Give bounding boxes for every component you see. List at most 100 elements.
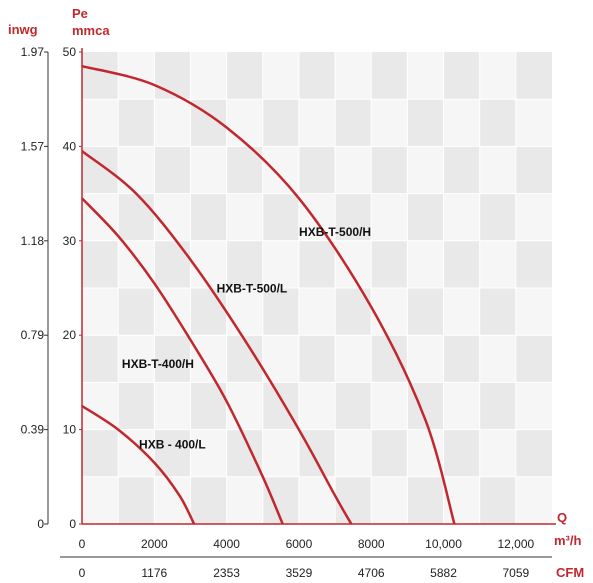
grid-cell <box>190 476 227 524</box>
series-lines <box>81 64 456 525</box>
grid-cell <box>515 335 552 383</box>
grid-cell <box>190 193 227 241</box>
grid-cell <box>298 193 336 241</box>
grid-cell <box>479 99 516 147</box>
grid-cell <box>443 193 480 241</box>
grid-cell <box>371 288 408 336</box>
grid-cell <box>262 99 299 147</box>
series-label-2: HXB-T-400/H <box>122 357 194 371</box>
grid-cell <box>335 429 372 477</box>
grid-cell <box>262 193 299 241</box>
x-tick-label-m3h: 8000 <box>358 537 385 551</box>
grid-cell <box>443 382 480 430</box>
grid-cell <box>515 476 552 524</box>
grid-cell <box>371 335 408 383</box>
grid-cell <box>226 193 263 241</box>
grid-cell <box>154 382 191 430</box>
y-tick-label-mmca: 50 <box>63 45 77 59</box>
grid-cell <box>515 99 552 147</box>
grid-cell <box>82 288 119 336</box>
y-tick-label-inwg: 0 <box>37 517 44 531</box>
series-label-1: HXB-T-500/L <box>217 282 288 296</box>
grid-cell <box>371 193 408 241</box>
y-axis-label-pe: Pe <box>72 6 88 21</box>
grid-cell <box>335 146 372 194</box>
grid-cell <box>118 335 155 383</box>
grid-cell <box>82 52 119 100</box>
grid-cell <box>154 99 191 147</box>
grid-cell <box>443 335 480 383</box>
grid-cell <box>443 429 480 477</box>
grid-cell <box>154 193 191 241</box>
x-tick-label-cfm: 3529 <box>286 566 313 580</box>
grid-cell <box>407 288 444 336</box>
grid-cell <box>154 240 191 288</box>
grid-cell <box>190 335 227 383</box>
grid-cell <box>371 52 408 100</box>
grid-cell <box>335 193 372 241</box>
grid-cell <box>298 335 336 383</box>
grid-cell <box>515 146 552 194</box>
grid-cell <box>262 288 299 336</box>
grid-cell <box>262 52 299 100</box>
y-axis-label-inwg: inwg <box>8 22 38 37</box>
grid-cell <box>443 146 480 194</box>
grid-cell <box>226 240 263 288</box>
grid-cell <box>407 52 444 100</box>
grid-cell <box>515 52 552 100</box>
grid-cell <box>298 146 336 194</box>
grid-cell <box>407 146 444 194</box>
grid-cell <box>118 429 155 477</box>
grid-cell <box>226 99 263 147</box>
grid-cell <box>298 52 336 100</box>
y-tick-label-mmca: 30 <box>63 234 77 248</box>
series-label-0: HXB-T-500/H <box>299 225 371 239</box>
grid-cell <box>118 146 155 194</box>
y-tick-label-inwg: 1.18 <box>21 234 45 248</box>
grid-cell <box>298 429 336 477</box>
grid-cell <box>515 382 552 430</box>
grid-cell <box>479 429 516 477</box>
grid-cell <box>190 146 227 194</box>
grid-cell <box>262 240 299 288</box>
x-axis-unit-cfm: CFM <box>556 565 584 580</box>
y-tick-label-inwg: 0.79 <box>21 328 45 342</box>
y-tick-label-inwg: 0.39 <box>21 423 45 437</box>
grid-cell <box>190 52 227 100</box>
grid-cell <box>298 99 336 147</box>
grid-cell <box>443 52 480 100</box>
grid-cell <box>479 52 516 100</box>
grid-cell <box>335 382 372 430</box>
grid-cell <box>226 382 263 430</box>
grid-cell <box>407 99 444 147</box>
x-axis-label-q: Q <box>557 510 567 525</box>
grid-cell <box>479 335 516 383</box>
grid-cell <box>118 240 155 288</box>
grid-cell <box>262 335 299 383</box>
grid-cell <box>335 52 372 100</box>
grid-cell <box>118 476 155 524</box>
grid-cell <box>335 99 372 147</box>
x-tick-label-cfm: 2353 <box>213 566 240 580</box>
grid-cell <box>190 429 227 477</box>
grid-cell <box>154 146 191 194</box>
x-tick-label-m3h: 12,000 <box>497 537 534 551</box>
grid-cell <box>262 146 299 194</box>
grid-cell <box>479 288 516 336</box>
grid-cell <box>118 288 155 336</box>
grid-cell <box>515 429 552 477</box>
grid-cell <box>479 382 516 430</box>
x-tick-label-m3h: 4000 <box>213 537 240 551</box>
grid-cell <box>226 476 263 524</box>
grid-cell <box>371 382 408 430</box>
grid-cell <box>407 193 444 241</box>
grid-cell <box>371 146 408 194</box>
tick-labels: 0 10 20 30 40 50 0 0.39 0.79 1.18 1.57 1.97 0 2000 400… <box>21 45 535 580</box>
grid-cell <box>298 240 336 288</box>
x-tick-label-m3h: 0 <box>79 537 86 551</box>
x-tick-label-m3h: 6000 <box>286 537 313 551</box>
grid-cell <box>371 240 408 288</box>
grid-cell <box>371 99 408 147</box>
series-labels: HXB-T-500/H HXB-T-500/L HXB-T-400/H HXB - 4… <box>122 225 371 451</box>
